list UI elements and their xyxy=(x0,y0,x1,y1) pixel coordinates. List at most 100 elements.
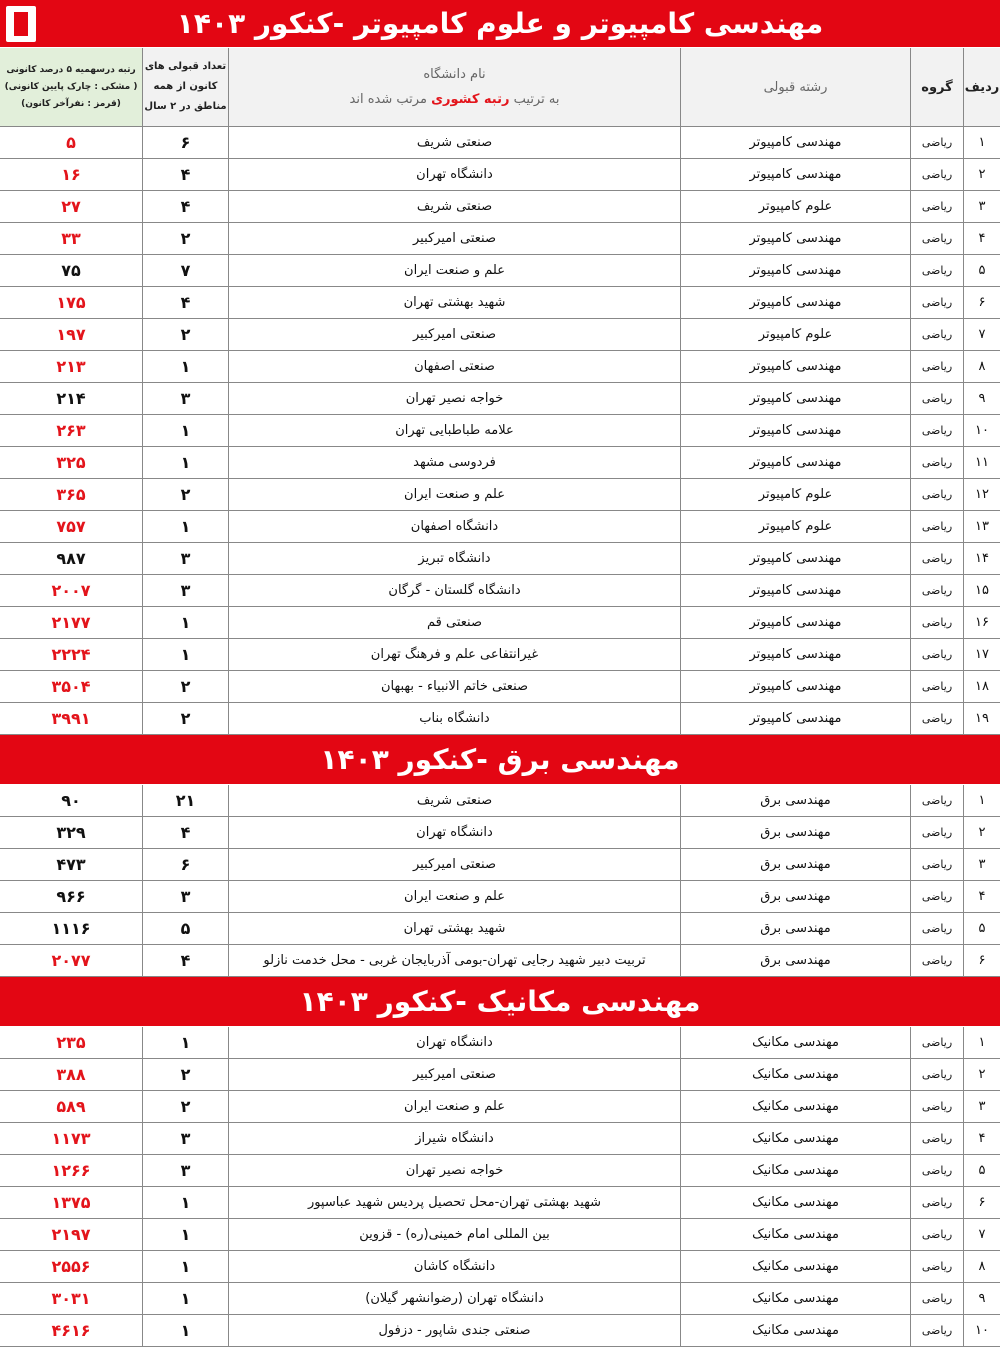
rank: ۱۱۱۶ xyxy=(0,913,142,945)
table-row: ۸ ریاضی مهندسی مکانیک دانشگاه کاشان ۱ ۲۵۵۶ xyxy=(0,1251,1000,1283)
rank: ۲۱۴ xyxy=(0,383,142,415)
table-row: ۹ ریاضی مهندسی مکانیک دانشگاه تهران (رضوانش… xyxy=(0,1283,1000,1315)
group: ریاضی xyxy=(910,671,963,703)
major: مهندسی مکانیک xyxy=(680,1283,910,1315)
table-row: ۷ ریاضی علوم کامپیوتر صنعتی امیرکبیر ۲ ۱۹۷ xyxy=(0,319,1000,351)
count: ۱ xyxy=(142,1187,228,1219)
university: صنعتی شریف xyxy=(228,191,680,223)
header-major: رشته قبولی xyxy=(680,48,910,127)
row-number: ۳ xyxy=(963,849,1000,881)
table-row: ۲ ریاضی مهندسی مکانیک صنعتی امیرکبیر ۲ ۳۸۸ xyxy=(0,1059,1000,1091)
university: دانشگاه تهران xyxy=(228,817,680,849)
rank: ۳۰۳۱ xyxy=(0,1283,142,1315)
row-number: ۴ xyxy=(963,1123,1000,1155)
group: ریاضی xyxy=(910,1219,963,1251)
major: مهندسی برق xyxy=(680,817,910,849)
row-number: ۹ xyxy=(963,1283,1000,1315)
count: ۱ xyxy=(142,351,228,383)
major: مهندسی کامپیوتر xyxy=(680,159,910,191)
row-number: ۱ xyxy=(963,785,1000,817)
major: مهندسی برق xyxy=(680,849,910,881)
group: ریاضی xyxy=(910,319,963,351)
major: مهندسی مکانیک xyxy=(680,1091,910,1123)
major: مهندسی کامپیوتر xyxy=(680,383,910,415)
rank: ۱۹۷ xyxy=(0,319,142,351)
university: فردوسی مشهد xyxy=(228,447,680,479)
count: ۱ xyxy=(142,511,228,543)
row-number: ۲ xyxy=(963,1059,1000,1091)
university: دانشگاه گلستان - گرگان xyxy=(228,575,680,607)
rank: ۲۱۹۷ xyxy=(0,1219,142,1251)
rank: ۳۶۵ xyxy=(0,479,142,511)
university: دانشگاه اصفهان xyxy=(228,511,680,543)
row-number: ۴ xyxy=(963,881,1000,913)
count: ۲ xyxy=(142,671,228,703)
row-number: ۶ xyxy=(963,945,1000,977)
table-row: ۱۱ ریاضی مهندسی کامپیوتر فردوسی مشهد ۱ ۳۲۵ xyxy=(0,447,1000,479)
count: ۱ xyxy=(142,1219,228,1251)
group: ریاضی xyxy=(910,849,963,881)
rank: ۳۹۹۱ xyxy=(0,703,142,735)
rank: ۲۶۳ xyxy=(0,415,142,447)
count: ۱ xyxy=(142,415,228,447)
table-row: ۳ ریاضی علوم کامپیوتر صنعتی شریف ۴ ۲۷ xyxy=(0,191,1000,223)
row-number: ۹ xyxy=(963,383,1000,415)
major: مهندسی کامپیوتر xyxy=(680,415,910,447)
university: صنعتی جندی شاپور - دزفول xyxy=(228,1315,680,1347)
major: مهندسی برق xyxy=(680,913,910,945)
major: مهندسی برق xyxy=(680,785,910,817)
count: ۳ xyxy=(142,575,228,607)
rank: ۲۷ xyxy=(0,191,142,223)
major: مهندسی کامپیوتر xyxy=(680,639,910,671)
group: ریاضی xyxy=(910,881,963,913)
major: مهندسی مکانیک xyxy=(680,1059,910,1091)
major: مهندسی مکانیک xyxy=(680,1123,910,1155)
header-university: نام دانشگاه به ترتیب رتبه کشوری مرتب شده … xyxy=(228,48,680,127)
count: ۲ xyxy=(142,1059,228,1091)
rank: ۲۰۷۷ xyxy=(0,945,142,977)
row-number: ۳ xyxy=(963,1091,1000,1123)
row-number: ۸ xyxy=(963,1251,1000,1283)
row-number: ۶ xyxy=(963,1187,1000,1219)
header-group: گروه xyxy=(910,48,963,127)
group: ریاضی xyxy=(910,479,963,511)
count: ۳ xyxy=(142,1123,228,1155)
header-sort-note: به ترتیب رتبه کشوری مرتب شده اند xyxy=(350,92,560,107)
group: ریاضی xyxy=(910,785,963,817)
count: ۲ xyxy=(142,223,228,255)
university: صنعتی قم xyxy=(228,607,680,639)
count: ۱ xyxy=(142,639,228,671)
major: مهندسی کامپیوتر xyxy=(680,255,910,287)
header-rank-line: ( مشکی : چارک پایین کانونی) xyxy=(4,81,138,92)
row-number: ۴ xyxy=(963,223,1000,255)
university: دانشگاه تهران xyxy=(228,159,680,191)
count: ۶ xyxy=(142,849,228,881)
major: مهندسی کامپیوتر xyxy=(680,351,910,383)
count: ۳ xyxy=(142,383,228,415)
table-row: ۱۰ ریاضی مهندسی کامپیوتر علامه طباطبایی تهر… xyxy=(0,415,1000,447)
row-number: ۱۵ xyxy=(963,575,1000,607)
table-row: ۹ ریاضی مهندسی کامپیوتر خواجه نصیر تهران ۳ ۲۱… xyxy=(0,383,1000,415)
logo xyxy=(6,6,36,42)
count: ۲ xyxy=(142,703,228,735)
rank: ۲۱۳ xyxy=(0,351,142,383)
group: ریاضی xyxy=(910,1059,963,1091)
header-rank: رتبه درسهمیه ۵ درصد کانونی ( مشکی : چارک … xyxy=(0,48,142,127)
university: بین المللی امام خمینی(ره) - قزوین xyxy=(228,1219,680,1251)
row-number: ۵ xyxy=(963,255,1000,287)
group: ریاضی xyxy=(910,159,963,191)
major: علوم کامپیوتر xyxy=(680,479,910,511)
university: علم و صنعت ایران xyxy=(228,1091,680,1123)
table-row: ۶ ریاضی مهندسی برق تربیت دبیر شهید رجایی ته… xyxy=(0,945,1000,977)
major: مهندسی مکانیک xyxy=(680,1315,910,1347)
rank: ۱۶ xyxy=(0,159,142,191)
table-row: ۷ ریاضی مهندسی مکانیک بین المللی امام خمینی… xyxy=(0,1219,1000,1251)
count: ۱ xyxy=(142,1283,228,1315)
rank: ۲۵۵۶ xyxy=(0,1251,142,1283)
row-number: ۶ xyxy=(963,287,1000,319)
table-row: ۶ ریاضی مهندسی کامپیوتر شهید بهشتی تهران ۴ ۱۷… xyxy=(0,287,1000,319)
major: مهندسی کامپیوتر xyxy=(680,127,910,159)
major: مهندسی مکانیک xyxy=(680,1155,910,1187)
group: ریاضی xyxy=(910,287,963,319)
group: ریاضی xyxy=(910,1315,963,1347)
